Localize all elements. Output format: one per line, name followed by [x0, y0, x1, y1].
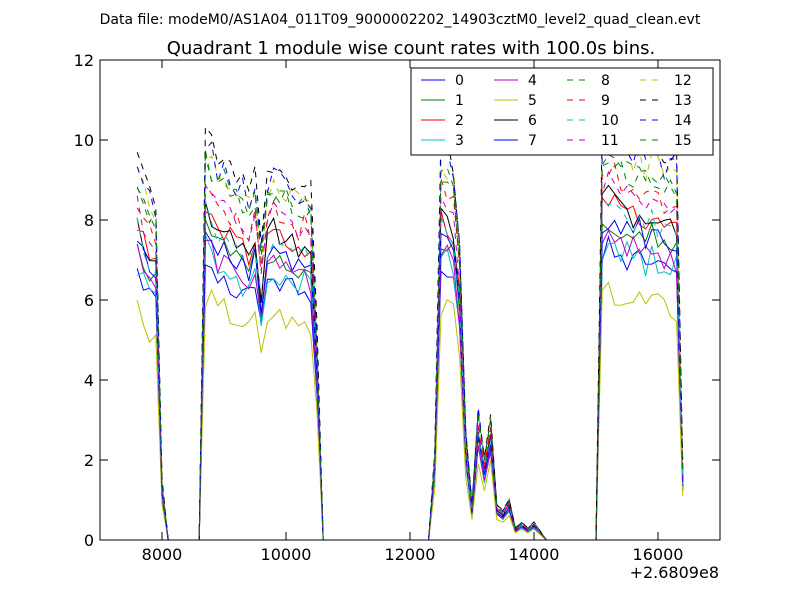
- chart-title: Quadrant 1 module wise count rates with …: [167, 38, 656, 59]
- legend-label: 4: [528, 73, 537, 89]
- legend-label: 0: [455, 73, 464, 89]
- y-tick-label: 6: [84, 291, 94, 310]
- y-tick-label: 8: [84, 211, 94, 230]
- plot-frame: [99, 59, 721, 541]
- legend-label: 3: [455, 133, 464, 149]
- series-line-10: [136, 199, 684, 540]
- series-line-7: [136, 217, 684, 540]
- y-tick-label: 10: [74, 131, 94, 150]
- y-tick-label: 2: [84, 451, 94, 470]
- legend-box: [410, 67, 714, 156]
- series-line-0: [136, 235, 684, 540]
- legend-label: 8: [601, 73, 610, 89]
- x-axis-offset-label: +2.6809e8: [630, 563, 719, 582]
- series-line-4: [136, 229, 684, 540]
- y-tick-label: 12: [74, 51, 94, 70]
- series-line-12: [136, 129, 684, 540]
- y-tick-label: 4: [84, 371, 94, 390]
- legend-label: 12: [674, 73, 692, 89]
- series-line-1: [136, 219, 684, 540]
- legend-label: 15: [674, 133, 692, 149]
- series-line-15: [136, 150, 684, 540]
- legend-label: 14: [674, 113, 692, 129]
- series-lines: [136, 106, 684, 540]
- legend-label: 9: [601, 93, 610, 109]
- x-tick-label: 14000: [509, 545, 560, 564]
- y-tick-label: 0: [84, 531, 94, 550]
- series-line-2: [137, 193, 684, 540]
- x-tick-label: 16000: [633, 545, 684, 564]
- series-line-6: [136, 184, 684, 540]
- series-line-3: [136, 234, 684, 540]
- legend-label: 7: [528, 133, 537, 149]
- legend-label: 5: [528, 93, 537, 109]
- legend-label: 13: [674, 93, 692, 109]
- legend-label: 10: [601, 113, 619, 129]
- series-line-5: [136, 281, 684, 540]
- x-tick-label: 12000: [385, 545, 436, 564]
- legend-label: 2: [455, 113, 464, 129]
- x-tick-label: 10000: [261, 545, 312, 564]
- x-tick-label: 8000: [142, 545, 183, 564]
- data-file-caption: Data file: modeM0/AS1A04_011T09_90000022…: [100, 12, 701, 28]
- legend-label: 1: [455, 93, 464, 109]
- legend-label: 11: [601, 133, 619, 149]
- legend-label: 6: [528, 113, 537, 129]
